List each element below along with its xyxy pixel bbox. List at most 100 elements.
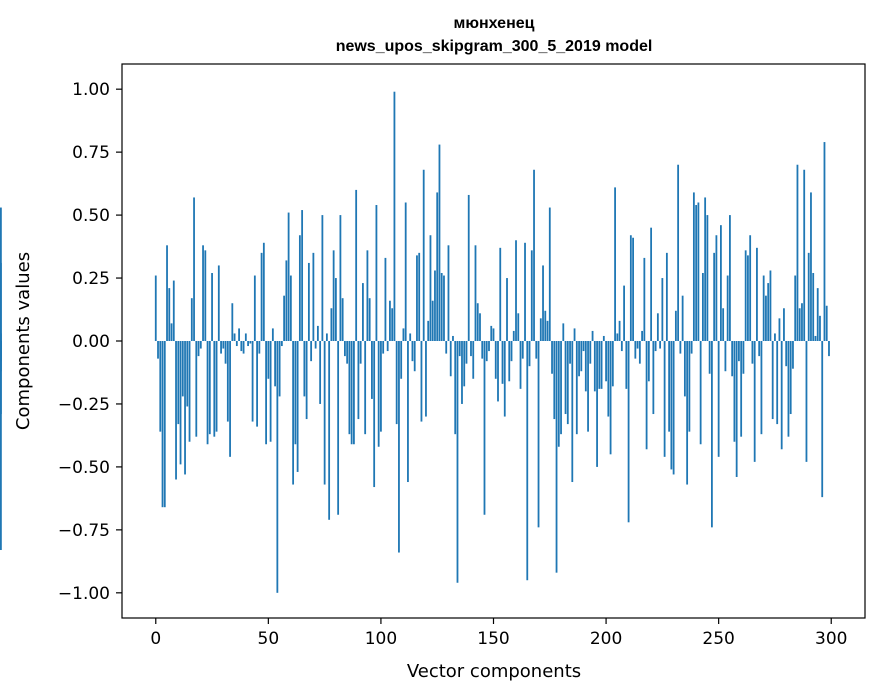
bar [470, 341, 472, 357]
bar [220, 341, 222, 354]
bar [319, 341, 322, 404]
bar [305, 341, 308, 420]
bar [389, 300, 391, 341]
bar [375, 205, 378, 341]
bar [821, 341, 824, 498]
bar [643, 257, 646, 341]
bar [465, 341, 468, 364]
bar [553, 341, 556, 420]
bar [452, 335, 454, 341]
bar [665, 252, 668, 341]
bar [208, 341, 211, 435]
x-axis-ticks: 0 50 100 150 200 250 300 [150, 618, 847, 649]
bar [816, 288, 819, 341]
bar [720, 225, 722, 341]
bar [726, 275, 729, 341]
bar [289, 275, 292, 341]
bar [413, 341, 416, 372]
bar [226, 341, 229, 422]
bar [652, 341, 655, 415]
bar [262, 242, 265, 341]
bar [206, 341, 209, 445]
bar [740, 341, 743, 437]
bar [213, 341, 216, 437]
bar [157, 341, 159, 359]
bar [427, 320, 430, 341]
bar [708, 341, 711, 374]
y-tick-label: 0.75 [72, 143, 110, 163]
bar [416, 255, 418, 341]
bar [454, 341, 457, 435]
bar [380, 341, 382, 432]
bar [332, 250, 335, 341]
bar [456, 341, 459, 583]
bar [807, 252, 810, 341]
bar [751, 341, 754, 364]
bar [253, 275, 256, 341]
bar [634, 341, 637, 359]
bar [499, 247, 502, 341]
bar [656, 313, 659, 341]
bar [407, 341, 409, 483]
bar [614, 187, 616, 341]
bar [0, 341, 2, 415]
bar [517, 313, 520, 341]
y-tick-label: 0.25 [72, 269, 110, 289]
bar [778, 318, 781, 341]
y-axis-label: Components values [13, 252, 34, 430]
bar [467, 194, 470, 341]
bar [314, 341, 317, 349]
bar [589, 341, 592, 364]
chart-subtitle: news_upos_skipgram_300_5_2019 model [336, 38, 653, 55]
bar [159, 341, 162, 432]
bar [668, 341, 671, 432]
bar [735, 341, 738, 477]
bar [325, 333, 328, 341]
bar [767, 283, 770, 341]
bar [695, 205, 698, 341]
bar [679, 341, 682, 354]
bar [699, 341, 702, 445]
bar [670, 341, 673, 470]
bar [663, 341, 666, 457]
bar [596, 341, 598, 467]
bar [181, 341, 184, 397]
bar [242, 341, 245, 354]
bar [488, 341, 490, 352]
bar [199, 341, 202, 349]
bar [825, 305, 828, 341]
bar [828, 341, 830, 357]
bar [539, 318, 542, 341]
bar [620, 341, 623, 352]
bar [533, 169, 535, 341]
bar [400, 341, 403, 379]
bar [269, 341, 272, 442]
plot-frame [121, 63, 866, 619]
bar [738, 341, 740, 362]
bar [492, 328, 495, 341]
bar [238, 328, 240, 341]
bar [386, 341, 389, 352]
bar [244, 333, 247, 341]
bar [341, 298, 344, 341]
bar [175, 341, 177, 480]
bar [805, 341, 808, 462]
bar [461, 341, 463, 404]
bar [789, 341, 792, 415]
y-tick-label: −1.00 [58, 584, 110, 604]
bar [600, 341, 603, 389]
bar [483, 341, 486, 515]
bar [618, 320, 621, 341]
bar [393, 91, 396, 341]
bar [602, 335, 605, 341]
bar [632, 237, 634, 341]
bar [296, 341, 299, 472]
x-axis-label: Vector components [407, 661, 581, 682]
bar [524, 242, 526, 341]
bar [301, 210, 304, 341]
bar [256, 341, 258, 427]
bar [661, 278, 664, 341]
bar [184, 341, 186, 475]
bar [229, 341, 231, 457]
